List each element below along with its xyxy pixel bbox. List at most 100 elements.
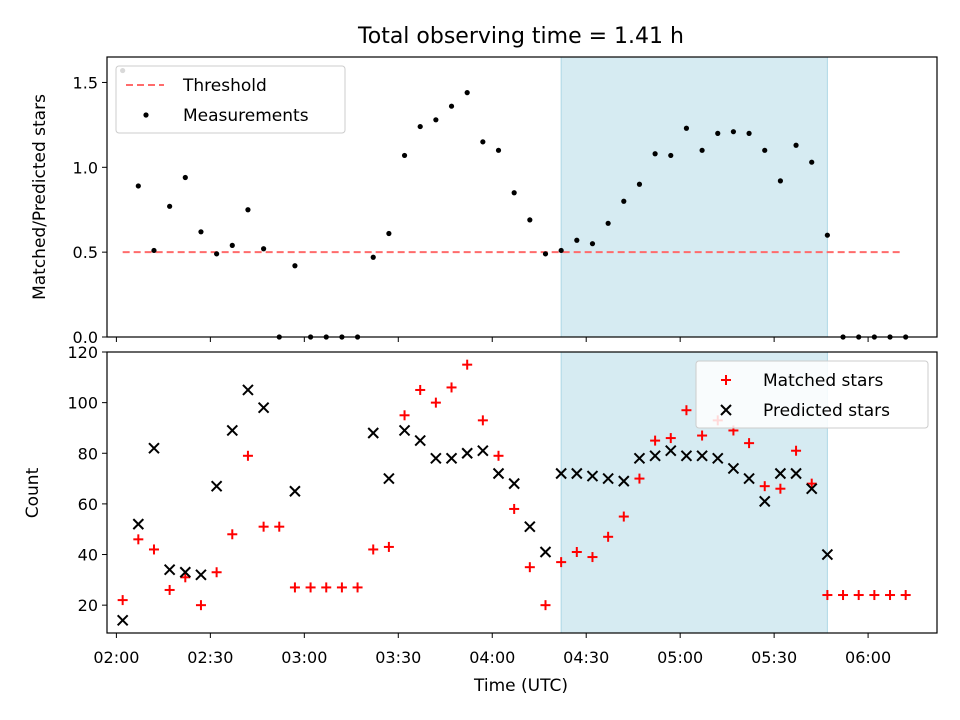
measurement-point: [574, 237, 580, 243]
matched-point: [697, 430, 708, 441]
matched-point: [900, 590, 911, 601]
predicted-point-b: [680, 450, 693, 462]
predicted-point: [242, 384, 254, 396]
measurement-point: [527, 217, 533, 223]
matched-point: [415, 384, 426, 395]
measurement-point: [417, 123, 423, 130]
matched-point: [352, 582, 363, 593]
matched-point: [571, 546, 582, 557]
measurement-point: [198, 229, 204, 235]
predicted-point-b: [696, 450, 708, 462]
predicted-point-b: [289, 485, 301, 497]
predicted-point-b: [555, 467, 567, 480]
x-tick-label: 05:30: [751, 648, 797, 667]
predicted-point: [602, 472, 614, 485]
measurement-point: [762, 147, 768, 153]
predicted-point: [179, 566, 192, 578]
predicted-point: [743, 472, 755, 485]
legend-label: Measurements: [183, 106, 309, 126]
predicted-point: [195, 569, 207, 581]
x-tick-label: 03:30: [375, 648, 421, 667]
y-tick-label: 20: [78, 596, 98, 615]
matched-point: [509, 503, 520, 514]
predicted-point-b: [618, 475, 630, 487]
predicted-point: [571, 467, 583, 480]
predicted-point: [665, 445, 677, 457]
matched-point: [634, 473, 645, 484]
x-axis-label: Time (UTC): [473, 676, 568, 696]
matched-point: [274, 521, 285, 532]
predicted-point: [539, 546, 552, 558]
predicted-point: [367, 427, 379, 439]
measurement-point: [683, 125, 690, 131]
matched-point: [775, 483, 786, 494]
measurement-point: [715, 130, 721, 136]
y-tick-label: 1.0: [73, 158, 98, 177]
predicted-point: [508, 477, 520, 490]
predicted-point-b: [508, 477, 520, 490]
measurement-point: [809, 159, 815, 165]
predicted-point: [806, 482, 818, 495]
measurement-point: [370, 254, 376, 260]
matched-point: [650, 435, 661, 446]
measurement-point: [167, 203, 173, 209]
predicted-point: [524, 520, 536, 533]
predicted-point: [680, 450, 693, 462]
top-y-axis-label: Matched/Predicted stars: [30, 94, 50, 300]
x-tick-label: 04:30: [563, 648, 609, 667]
predicted-point-b: [759, 495, 771, 508]
predicted-point-b: [179, 566, 192, 578]
predicted-point-b: [586, 470, 599, 482]
measurement-point: [793, 142, 799, 148]
measurement-point: [652, 151, 658, 157]
predicted-point: [210, 480, 223, 492]
matched-point: [556, 557, 567, 568]
predicted-point-b: [210, 480, 223, 492]
measurement-point: [245, 207, 251, 213]
x-tick-label: 06:00: [845, 648, 891, 667]
matched-point: [258, 521, 269, 532]
measurement-point: [668, 152, 674, 159]
predicted-point-b: [398, 424, 411, 437]
predicted-point: [759, 495, 771, 508]
predicted-point: [618, 475, 630, 487]
legend-predicted-swatch-b: [720, 404, 732, 416]
series-predicted-stars: [116, 384, 834, 627]
matched-point: [368, 544, 379, 555]
matched-point: [399, 410, 410, 421]
legend-label: Matched stars: [763, 371, 883, 391]
predicted-point-b: [148, 442, 160, 454]
predicted-point-b: [242, 384, 254, 396]
predicted-point-b: [430, 452, 442, 465]
predicted-point-b: [821, 548, 834, 561]
predicted-point-b: [414, 434, 426, 447]
matched-point: [430, 397, 441, 408]
predicted-point: [430, 452, 442, 465]
measurement-point: [558, 247, 564, 254]
matched-point: [759, 481, 770, 492]
measurement-point: [386, 230, 392, 237]
matched-point: [603, 531, 614, 542]
predicted-point-b: [383, 472, 395, 485]
x-tick-label: 04:00: [469, 648, 515, 667]
legend-label: Predicted stars: [763, 401, 890, 421]
measurement-point: [433, 117, 439, 123]
predicted-point-b: [445, 452, 458, 465]
y-tick-label: 60: [78, 495, 98, 514]
predicted-point: [821, 548, 834, 561]
bottom-y-axis-label: Count: [23, 467, 43, 518]
predicted-point-b: [649, 450, 661, 462]
predicted-point: [383, 472, 395, 485]
y-tick-label: 1.5: [73, 73, 98, 92]
measurement-point: [511, 190, 517, 196]
predicted-point-b: [571, 467, 583, 480]
measurement-point: [746, 130, 752, 136]
measurement-point: [824, 232, 830, 238]
predicted-point-b: [367, 427, 379, 439]
matched-point: [133, 534, 144, 545]
measurement-point: [261, 246, 267, 252]
predicted-point-b: [492, 467, 505, 480]
predicted-point-b: [806, 482, 818, 495]
matched-point: [665, 433, 676, 444]
predicted-point: [398, 424, 411, 437]
